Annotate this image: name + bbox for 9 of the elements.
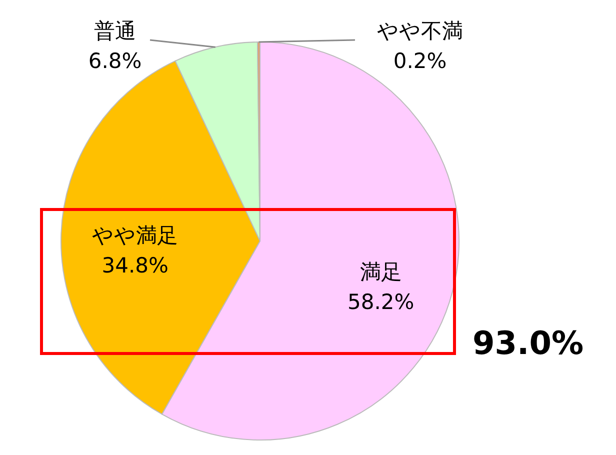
text: 93.0% xyxy=(472,324,584,362)
data-label: 6.8% xyxy=(88,49,142,73)
data-label: 0.2% xyxy=(393,49,447,73)
slice-label: やや満足 xyxy=(92,223,178,248)
slice-label: 満足 xyxy=(360,260,402,284)
slice-label: 普通 xyxy=(94,19,136,43)
data-label: 58.2% xyxy=(348,290,414,314)
data-label: 34.8% xyxy=(102,253,168,278)
slice-label: やや不満 xyxy=(377,19,463,43)
